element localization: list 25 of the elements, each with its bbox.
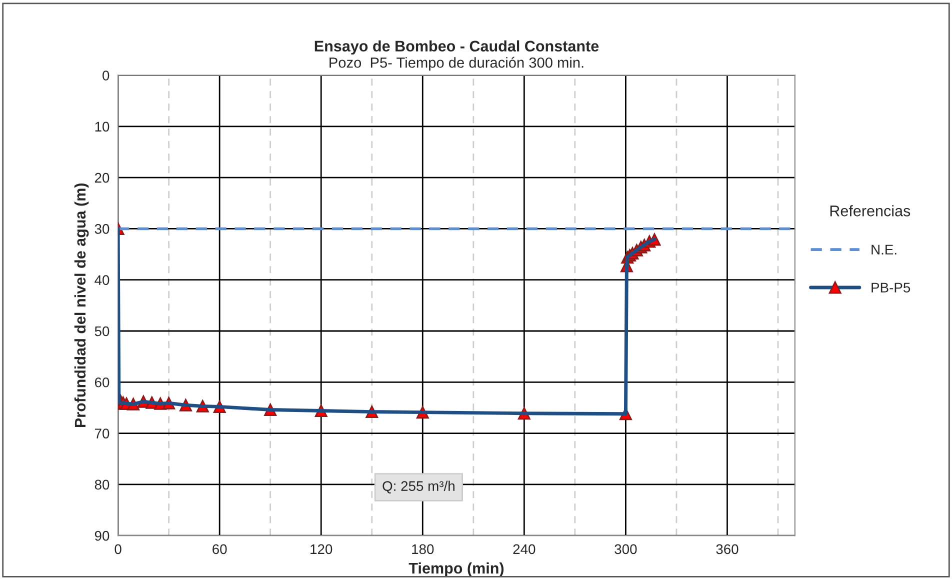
- x-tick-label: 0: [114, 544, 122, 554]
- y-tick-label: 90: [94, 530, 110, 541]
- y-tick-label: 80: [94, 480, 110, 490]
- x-tick-label: 180: [412, 544, 434, 554]
- x-tick-label: 300: [614, 544, 637, 554]
- annotation: Q: 255 m³/h: [382, 480, 454, 494]
- y-tick-label: 60: [94, 377, 110, 388]
- y-tick-label: 40: [94, 275, 110, 286]
- y-tick-label: 0: [102, 70, 110, 80]
- y-tick-label: 30: [94, 224, 110, 234]
- legend-label: N.E.: [872, 244, 896, 254]
- legend-title: Referencias: [830, 205, 910, 216]
- y-tick-label: 50: [94, 326, 110, 336]
- chart-title: Ensayo de Bombeo - Caudal Constante: [314, 40, 599, 55]
- x-axis-title: Tiempo (min): [408, 562, 504, 577]
- legend-label: PB-P5: [872, 282, 910, 293]
- y-tick-label: 70: [94, 428, 110, 438]
- x-tick-label: 120: [310, 544, 332, 554]
- x-tick-label: 360: [716, 544, 738, 554]
- x-tick-label: 240: [513, 544, 536, 554]
- y-tick-label: 20: [94, 172, 110, 183]
- y-tick-label: 10: [95, 122, 110, 132]
- chart-subtitle: Pozo P5- Tiempo de duración 300 min.: [330, 56, 584, 71]
- x-tick-label: 60: [212, 544, 227, 554]
- y-axis-title: Profundidad del nivel de agua (m): [74, 184, 89, 428]
